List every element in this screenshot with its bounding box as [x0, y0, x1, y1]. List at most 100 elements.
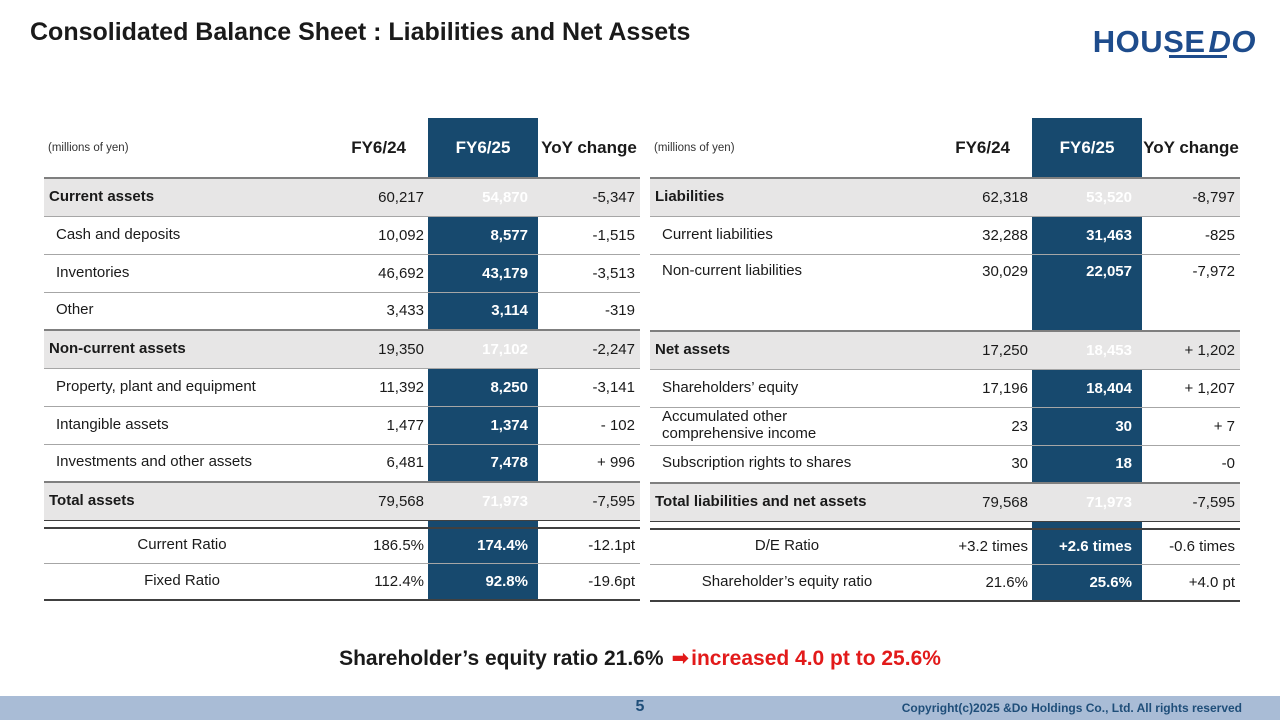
fy24-value: 11,392 [320, 367, 428, 406]
table-row: Non-current liabilities 30,029 22,057 -7,97… [650, 253, 1240, 331]
logo-text-do: DO [1208, 24, 1256, 59]
col-header-fy24: FY6/24 [955, 137, 1010, 157]
table-row: Investments and other assets 6,481 7,478 + … [44, 443, 640, 482]
copyright-text: Copyright(c)2025 &Do Holdings Co., Ltd. … [901, 701, 1242, 715]
col-header-yoy: YoY change [541, 137, 637, 157]
yoy-value: -0 [1142, 444, 1240, 483]
row-label: Total assets [44, 481, 320, 520]
table-row: Current liabilities 32,288 31,463 -825 [650, 215, 1240, 254]
fy25-value: 71,973 [1032, 482, 1142, 521]
assets-table: (millions of yen) FY6/24 FY6/25 YoY chan… [44, 118, 640, 601]
yoy-value: -0.6 times [1169, 538, 1235, 556]
yoy-value: -1,515 [538, 215, 640, 254]
table-row: Inventories 46,692 43,179 -3,513 [44, 253, 640, 292]
ratio-label: Fixed Ratio [44, 563, 320, 600]
ratio-row: Fixed Ratio 112.4% 92.8% -19.6pt [44, 563, 640, 600]
fy24-value: 3,433 [320, 291, 428, 330]
row-label: Other [44, 291, 320, 330]
table-row: Intangible assets 1,477 1,374- 102 [44, 405, 640, 444]
fy25-column-fill [428, 520, 538, 527]
fy24-value: 62,318 [924, 177, 1032, 216]
row-label: Liabilities [650, 177, 924, 216]
fy24-value: 46,692 [320, 253, 428, 292]
ratio-row: Shareholder’s equity ratio 21.6% 25.6% +4.0… [650, 564, 1240, 601]
table-row: Accumulated other comprehensive income 23… [650, 406, 1240, 445]
row-label: Property, plant and equipment [44, 367, 320, 406]
yoy-value: -7,595 [1142, 482, 1240, 521]
yoy-value: -319 [538, 291, 640, 330]
yoy-value: -19.6pt [538, 563, 640, 600]
ratio-label: Current Ratio [137, 536, 227, 554]
fy24-value: 30 [924, 444, 1032, 483]
fy25-value: +2.6 times [1032, 528, 1142, 565]
yoy-value: -3,141 [538, 367, 640, 406]
assets-ratio-table: Current Ratio 186.5% 174.4% -12.1pt Fixed Ra… [44, 526, 640, 601]
key-message-emphasis: increased 4.0 pt to 25.6% [691, 647, 941, 670]
row-label: Intangible assets [44, 405, 320, 444]
row-label: Investments and other assets [44, 443, 320, 482]
yoy-value: -3,513 [538, 253, 640, 292]
fy25-value: 71,973 [428, 481, 538, 520]
table-row: Cash and deposits 10,092 8,577 -1,515 [44, 215, 640, 254]
ratio-row: D/E Ratio +3.2 times +2.6 times -0.6 times [650, 528, 1240, 565]
row-label: Non-current liabilities [650, 253, 924, 331]
row-label: Accumulated other comprehensive income [650, 406, 924, 445]
fy24-value: 112.4% [320, 563, 428, 600]
table-gap [44, 520, 640, 527]
fy24-value: 79,568 [320, 481, 428, 520]
fy25-value: 43,179 [428, 253, 538, 292]
footer-bar: 5 Copyright(c)2025 &Do Holdings Co., Ltd… [0, 696, 1280, 720]
liabilities-ratio-table: D/E Ratio +3.2 times +2.6 times -0.6 times S… [650, 527, 1240, 602]
logo-text-house: HOUSE [1092, 24, 1206, 59]
fy25-value: 17,102 [428, 329, 538, 368]
table-row: Total liabilities and net assets 79,568 71… [650, 482, 1240, 521]
unit-label: (millions of yen) [654, 141, 735, 154]
yoy-value: +4.0 pt [1142, 564, 1240, 601]
fy24-value: 23 [924, 406, 1032, 445]
yoy-value: + 996 [538, 443, 640, 482]
fy24-value: 79,568 [924, 482, 1032, 521]
key-message: Shareholder’s equity ratio 21.6% ➡increas… [0, 646, 1280, 671]
col-header-fy24: FY6/24 [351, 137, 406, 157]
fy25-value: 8,577 [428, 215, 538, 254]
fy25-column-fill [1032, 521, 1142, 528]
yoy-value: + 7 [1142, 406, 1240, 445]
assets-main-table: (millions of yen) FY6/24 FY6/25 YoY chan… [44, 118, 640, 521]
fy24-value: 30,029 [924, 253, 1032, 331]
yoy-value: -7,972 [1142, 253, 1240, 331]
row-label: Subscription rights to shares [650, 444, 924, 483]
page-title: Consolidated Balance Sheet : Liabilities… [30, 18, 691, 46]
fy24-value: 60,217 [320, 177, 428, 216]
fy24-value: 186.5% [373, 537, 424, 555]
table-row: Non-current assets 19,350 17,102 -2,247 [44, 329, 640, 368]
logo-underline [1168, 55, 1227, 58]
table-header-row: (millions of yen) FY6/24 FY6/25 YoY chan… [44, 118, 640, 178]
key-message-prefix: Shareholder’s equity ratio 21.6% [339, 647, 664, 670]
table-row: Subscription rights to shares 30 18 -0 [650, 444, 1240, 483]
fy24-value: 17,250 [924, 330, 1032, 369]
fy25-value: 53,520 [1032, 177, 1142, 216]
yoy-value: -825 [1142, 215, 1240, 254]
yoy-value: -7,595 [538, 481, 640, 520]
fy25-value: 92.8% [428, 563, 538, 600]
unit-label: (millions of yen) [48, 141, 129, 154]
table-header-row: (millions of yen) FY6/24 FY6/25 YoY chan… [650, 118, 1240, 178]
table-row: Shareholders’ equity 17,196 18,404 + 1,207 [650, 368, 1240, 407]
col-header-fy25: FY6/25 [428, 118, 538, 178]
ratio-label: Shareholder’s equity ratio [650, 564, 924, 601]
yoy-value: - 102 [538, 405, 640, 444]
yoy-value: + 1,207 [1142, 368, 1240, 407]
row-label: Current liabilities [650, 215, 924, 254]
table-row: Liabilities 62,318 53,520 -8,797 [650, 177, 1240, 216]
fy25-value: 31,463 [1032, 215, 1142, 254]
row-label: Cash and deposits [44, 215, 320, 254]
liabilities-main-table: (millions of yen) FY6/24 FY6/25 YoY chan… [650, 118, 1240, 522]
row-label: Shareholders’ equity [650, 368, 924, 407]
fy25-value: 174.4% [428, 527, 538, 564]
fy25-value: 1,374 [428, 405, 538, 444]
fy24-value: 21.6% [924, 564, 1032, 601]
fy24-value: 10,092 [320, 215, 428, 254]
row-label: Net assets [650, 330, 924, 369]
fy25-value: 18,404 [1032, 368, 1142, 407]
fy24-value: +3.2 times [958, 538, 1028, 556]
